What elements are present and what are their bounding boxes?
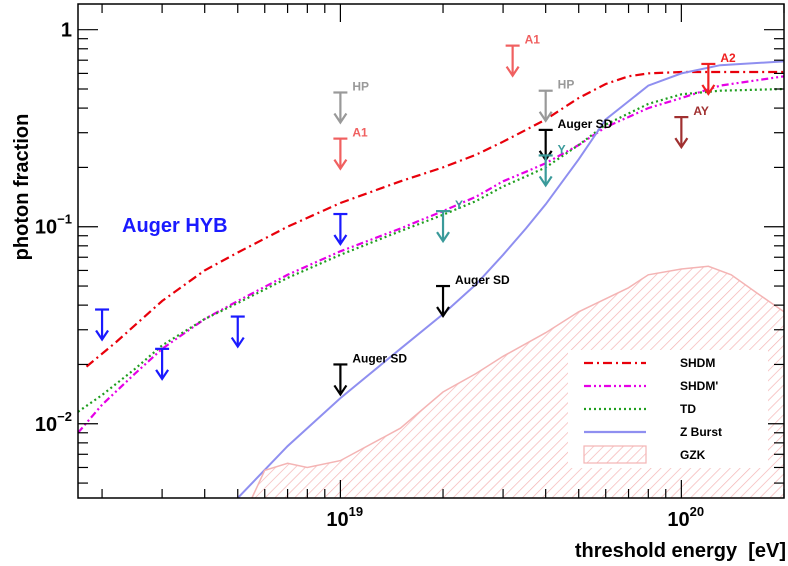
x-tick-label: 1020 — [667, 504, 704, 531]
upper-limit-label: Y — [455, 198, 463, 212]
legend-swatch — [584, 446, 646, 463]
upper-limit-label: Auger SD — [455, 273, 510, 287]
upper-limit-label: Auger SD — [558, 117, 613, 131]
legend-label: GZK — [680, 448, 706, 462]
y-tick-label: 10−2 — [35, 409, 72, 436]
upper-limit-label: A1 — [352, 126, 368, 140]
upper-limit-label: Auger SD — [352, 351, 407, 365]
y-tick-label: 1 — [61, 20, 72, 42]
legend-label: Z Burst — [680, 425, 722, 439]
upper-limit-label: A1 — [525, 33, 541, 47]
x-tick-label: 1019 — [326, 504, 363, 531]
legend-entry: GZK — [584, 446, 706, 463]
legend-label: SHDM — [680, 356, 715, 370]
annotation-auger-hyb: Auger HYB — [122, 215, 228, 237]
y-axis-label: photon fraction — [11, 114, 33, 261]
upper-limit-label: HP — [352, 79, 369, 93]
y-tick-label: 10−1 — [35, 212, 72, 239]
upper-limit-label: A2 — [720, 51, 736, 65]
x-axis-label: threshold energy [eV] — [575, 540, 786, 562]
legend-label: SHDM' — [680, 379, 718, 393]
upper-limit-label: HP — [558, 78, 575, 92]
legend: SHDM SHDM' TD Z Burst GZK — [568, 350, 768, 468]
upper-limit-label: Y — [558, 142, 566, 156]
upper-limit-label: AY — [693, 104, 709, 118]
legend-label: TD — [680, 402, 696, 416]
